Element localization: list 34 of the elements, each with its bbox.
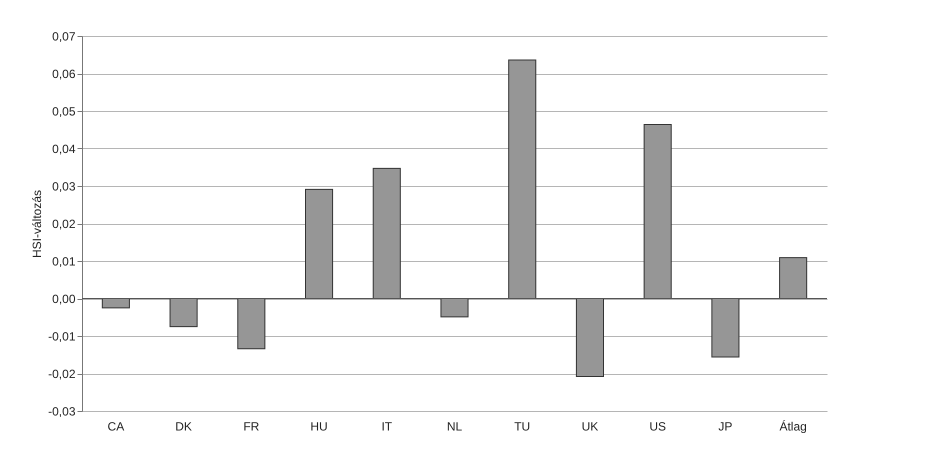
x-tick-label: JP [718,420,732,434]
bar [644,124,672,299]
bar [102,298,130,308]
bar [779,257,808,299]
x-tick-label: FR [243,420,260,434]
y-tick-label: -0,02 [48,367,76,381]
y-tick-label: 0,03 [52,180,76,194]
bar [711,298,740,358]
x-tick-label: CA [108,420,124,434]
x-tick-label: IT [381,420,393,434]
bar [372,168,401,299]
y-tick-label: 0,04 [52,142,76,156]
y-axis-title: HSI-változás [30,190,44,258]
y-tick-label: 0,01 [52,254,76,268]
bar [576,298,604,377]
bar [440,298,469,318]
bar [305,188,334,299]
bar [508,60,536,299]
x-tick-label: TU [514,420,530,434]
y-tick-label: -0,01 [48,330,76,344]
y-tick-label: 0,02 [52,217,76,231]
x-tick-label: NL [446,420,462,434]
y-tick-label: 0,06 [52,67,76,81]
x-tick-label: UK [582,420,598,434]
y-tick-label: 0,07 [52,30,76,44]
x-tick-label: DK [175,420,192,434]
y-tick-label: 0,00 [52,292,76,306]
x-tick-label: HU [310,420,328,434]
x-tick-label: US [649,420,666,434]
bar [237,298,266,350]
y-tick-label: -0,03 [48,404,76,418]
bar [170,298,198,328]
x-tick-label: Átlag [779,420,807,434]
y-tick-label: 0,05 [52,104,76,118]
